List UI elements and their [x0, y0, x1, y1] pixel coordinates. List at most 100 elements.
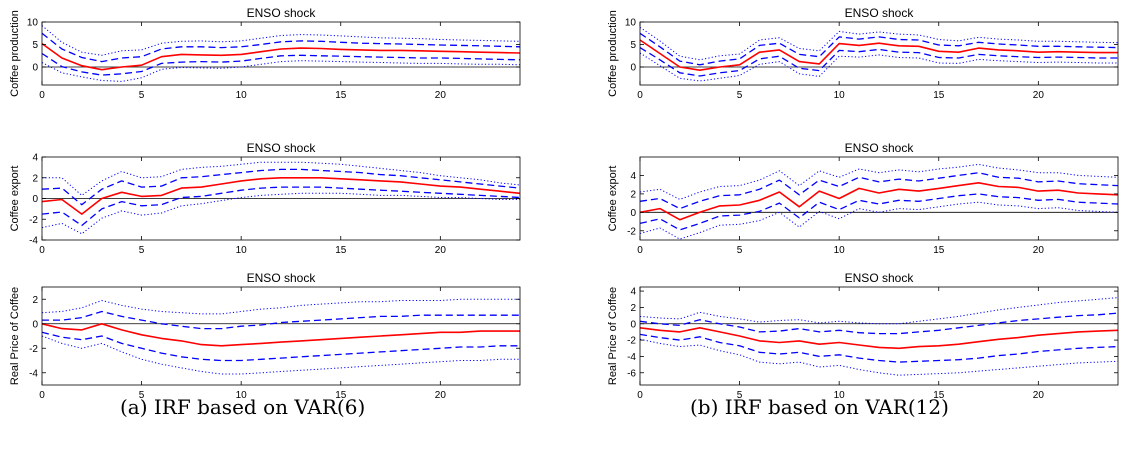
- series-band-lower-dashed: [639, 193, 1119, 231]
- x-tick-label: 10: [236, 390, 248, 401]
- series-band-lower-dotted: [41, 192, 520, 235]
- y-tick-label: 0: [630, 63, 636, 74]
- y-tick-label: 5: [32, 40, 38, 51]
- plot-area-frame: [41, 286, 521, 386]
- series-irf: [41, 322, 520, 347]
- series-band-upper-dotted: [41, 25, 521, 56]
- irf-panel-a-2: 0 5 10 15 20 -4 -2 0 2 4 ENSO shock Coffee export: [9, 141, 521, 256]
- y-tick-label: 2: [32, 173, 38, 184]
- series-band-upper-dashed: [639, 172, 1119, 210]
- y-tick-label: 0: [32, 319, 38, 330]
- series-band-lower-dotted: [639, 338, 1119, 376]
- x-tick-label: 15: [335, 390, 347, 401]
- x-tick-label: 15: [335, 245, 347, 256]
- x-tick-label: 20: [435, 90, 447, 101]
- series-band-upper-dotted: [41, 298, 520, 315]
- irf-panel-a-3: 0 5 10 15 20 -4 -2 0 2 ENSO shock Real Price of Co…: [9, 271, 521, 401]
- x-tick-label: 15: [933, 245, 945, 256]
- y-tick-label: -2: [627, 226, 636, 237]
- y-tick-label: 2: [32, 295, 38, 306]
- series-band-lower-dotted: [41, 335, 520, 375]
- y-tick-label: 2: [630, 303, 636, 314]
- x-tick-label: 0: [39, 245, 45, 256]
- series-band-upper-dashed: [41, 32, 521, 63]
- series-band-upper-dotted: [639, 163, 1119, 200]
- y-axis-label: Coffee production: [607, 10, 619, 97]
- x-tick-label: 5: [737, 90, 743, 101]
- plot-area-frame: [639, 21, 1119, 86]
- y-tick-label: 4: [630, 287, 636, 298]
- irf-panel-a-1: 0 5 10 15 20 0 5 10 ENSO shock Coffee production: [9, 6, 521, 101]
- series-band-upper-dashed: [42, 310, 520, 330]
- y-axis-label: Coffee export: [607, 166, 619, 232]
- x-tick-label: 10: [834, 90, 846, 101]
- y-tick-label: 0: [630, 319, 636, 330]
- y-tick-label: 0: [32, 63, 38, 74]
- y-tick-label: 4: [32, 153, 38, 164]
- x-tick-label: 10: [834, 390, 846, 401]
- y-axis-label: Coffee export: [9, 166, 21, 232]
- y-tick-label: -2: [29, 344, 38, 355]
- series-band-lower-dashed: [639, 333, 1119, 363]
- caption-panel-a: (a) IRF based on VAR(6): [120, 395, 366, 419]
- x-tick-label: 0: [637, 90, 643, 101]
- x-tick-label: 5: [139, 245, 145, 256]
- series-band-upper-dashed: [639, 312, 1119, 335]
- y-tick-label: 4: [630, 171, 636, 182]
- series-band-lower-dotted: [639, 201, 1119, 240]
- x-tick-label: 15: [335, 90, 347, 101]
- series-irf: [41, 177, 521, 215]
- irf-panel-b-3: 0 5 10 15 20 -6 -4 -2 0 2 4 ENSO shock Real Price of…: [607, 271, 1119, 401]
- x-tick-label: 10: [834, 245, 846, 256]
- series-band-lower-dotted: [639, 52, 1118, 82]
- y-axis-label: Real Price of Coffee: [607, 287, 619, 385]
- x-tick-label: 10: [236, 245, 248, 256]
- series-band-lower-dashed: [41, 186, 521, 227]
- x-tick-label: 0: [637, 245, 643, 256]
- x-tick-label: 20: [1033, 245, 1045, 256]
- irf-panel-b-1: 0 5 10 15 20 0 5 10 ENSO shock Coffee production: [607, 6, 1119, 101]
- series-band-upper-dashed: [639, 32, 1119, 66]
- series-band-lower-dotted: [41, 60, 521, 82]
- x-tick-label: 20: [1033, 390, 1045, 401]
- series-band-upper-dashed: [41, 168, 521, 206]
- x-tick-label: 0: [39, 390, 45, 401]
- y-tick-label: 10: [27, 18, 39, 29]
- x-tick-label: 15: [933, 90, 945, 101]
- x-tick-label: 20: [1033, 90, 1045, 101]
- y-tick-label: -4: [627, 352, 636, 363]
- y-tick-label: -2: [29, 215, 38, 226]
- plot-area-frame: [639, 156, 1119, 241]
- y-tick-label: 0: [32, 194, 38, 205]
- plot-area-frame: [41, 21, 521, 86]
- panel-title: ENSO shock: [845, 271, 915, 285]
- caption-panel-b: (b) IRF based on VAR(12): [690, 395, 949, 419]
- x-tick-label: 5: [139, 390, 145, 401]
- x-tick-label: 20: [435, 245, 447, 256]
- series-band-upper-dotted: [639, 26, 1119, 61]
- y-tick-label: -4: [29, 236, 38, 247]
- series-band-upper-dotted: [42, 161, 521, 196]
- x-tick-label: 10: [236, 90, 248, 101]
- series-band-lower-dashed: [41, 52, 521, 76]
- panel-title: ENSO shock: [247, 271, 317, 285]
- panel-title: ENSO shock: [247, 6, 317, 20]
- x-tick-label: 5: [139, 90, 145, 101]
- x-tick-label: 5: [737, 245, 743, 256]
- series-irf: [41, 42, 521, 71]
- series-band-upper-dotted: [639, 297, 1119, 325]
- x-tick-label: 5: [737, 390, 743, 401]
- series-irf: [639, 326, 1119, 350]
- y-tick-label: 10: [625, 18, 637, 29]
- series-band-lower-dashed: [41, 331, 520, 362]
- y-tick-label: 0: [630, 208, 636, 219]
- x-tick-label: 20: [435, 390, 447, 401]
- x-tick-label: 0: [39, 90, 45, 101]
- x-tick-label: 0: [637, 390, 643, 401]
- x-tick-label: 15: [933, 390, 945, 401]
- y-axis-label: Coffee production: [9, 10, 21, 97]
- y-tick-label: 2: [630, 189, 636, 200]
- y-tick-label: -4: [29, 368, 38, 379]
- y-tick-label: -6: [627, 368, 636, 379]
